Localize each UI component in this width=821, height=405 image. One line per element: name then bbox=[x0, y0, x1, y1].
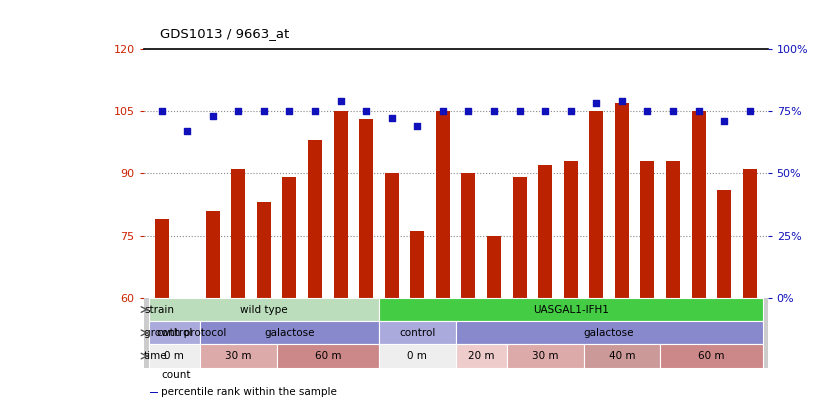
Point bbox=[232, 108, 245, 114]
Text: control: control bbox=[399, 328, 435, 338]
Bar bbox=[717, 190, 732, 298]
Bar bbox=[538, 165, 553, 298]
Point bbox=[283, 108, 296, 114]
Bar bbox=[507, 344, 584, 368]
Point bbox=[718, 118, 731, 124]
Bar bbox=[743, 169, 757, 298]
Point bbox=[488, 108, 501, 114]
Bar bbox=[456, 344, 507, 368]
Point bbox=[155, 108, 168, 114]
Text: strain: strain bbox=[144, 305, 174, 315]
Bar bbox=[308, 140, 322, 298]
Text: wild type: wild type bbox=[240, 305, 287, 315]
Point bbox=[667, 108, 680, 114]
Bar bbox=[277, 344, 379, 368]
Text: control: control bbox=[156, 328, 193, 338]
Bar bbox=[691, 111, 705, 298]
Point bbox=[360, 108, 373, 114]
Text: 60 m: 60 m bbox=[314, 351, 341, 361]
Bar bbox=[359, 119, 374, 298]
Bar bbox=[436, 111, 450, 298]
Point bbox=[692, 108, 705, 114]
Text: UASGAL1-IFH1: UASGAL1-IFH1 bbox=[533, 305, 608, 315]
Bar bbox=[206, 211, 220, 298]
Bar bbox=[257, 202, 271, 298]
Bar bbox=[410, 231, 424, 298]
Point bbox=[589, 100, 603, 107]
Bar bbox=[615, 102, 629, 298]
Text: 30 m: 30 m bbox=[225, 351, 251, 361]
Text: galactose: galactose bbox=[264, 328, 314, 338]
Bar bbox=[379, 321, 456, 344]
Bar bbox=[200, 344, 277, 368]
Point bbox=[436, 108, 449, 114]
Text: 0 m: 0 m bbox=[407, 351, 427, 361]
Text: 40 m: 40 m bbox=[608, 351, 635, 361]
Bar bbox=[200, 321, 379, 344]
Bar bbox=[640, 161, 654, 298]
Point bbox=[257, 108, 270, 114]
Text: percentile rank within the sample: percentile rank within the sample bbox=[161, 387, 337, 397]
Bar bbox=[333, 111, 347, 298]
Point bbox=[334, 98, 347, 104]
Point bbox=[641, 108, 654, 114]
Point bbox=[513, 108, 526, 114]
Text: GDS1013 / 9663_at: GDS1013 / 9663_at bbox=[160, 28, 289, 40]
Bar bbox=[232, 169, 245, 298]
Point bbox=[181, 128, 194, 134]
Point bbox=[206, 113, 219, 119]
Point bbox=[564, 108, 577, 114]
Bar bbox=[461, 173, 475, 298]
Text: 60 m: 60 m bbox=[698, 351, 725, 361]
Bar bbox=[564, 161, 578, 298]
Text: 30 m: 30 m bbox=[532, 351, 558, 361]
Bar bbox=[487, 236, 501, 298]
Bar bbox=[149, 321, 200, 344]
Point bbox=[385, 115, 398, 122]
Bar bbox=[149, 344, 200, 368]
Bar bbox=[456, 321, 763, 344]
Point bbox=[615, 98, 628, 104]
Point bbox=[743, 108, 756, 114]
Bar bbox=[666, 161, 680, 298]
Bar bbox=[589, 111, 603, 298]
Point bbox=[410, 123, 424, 129]
Bar bbox=[379, 344, 456, 368]
Text: 20 m: 20 m bbox=[468, 351, 494, 361]
Bar bbox=[149, 298, 379, 321]
Bar bbox=[154, 219, 168, 298]
Bar bbox=[379, 298, 763, 321]
Text: galactose: galactose bbox=[584, 328, 635, 338]
Text: 0 m: 0 m bbox=[164, 351, 184, 361]
Text: growth protocol: growth protocol bbox=[144, 328, 227, 338]
Bar bbox=[282, 177, 296, 298]
Bar bbox=[584, 344, 660, 368]
Point bbox=[462, 108, 475, 114]
Bar bbox=[660, 344, 763, 368]
Bar bbox=[385, 173, 399, 298]
Text: count: count bbox=[161, 370, 190, 380]
Text: time: time bbox=[144, 351, 167, 361]
Point bbox=[539, 108, 552, 114]
Point bbox=[309, 108, 322, 114]
Bar bbox=[512, 177, 526, 298]
